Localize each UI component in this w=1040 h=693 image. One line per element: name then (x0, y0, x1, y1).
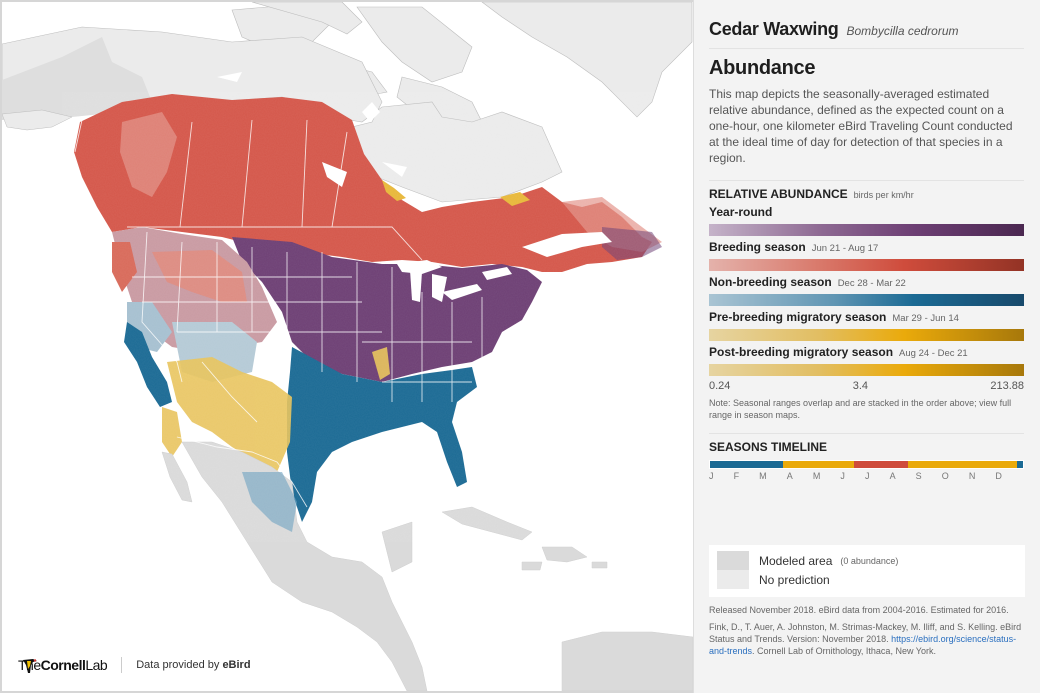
non-breeding-color-ramp (709, 294, 1024, 306)
timeline-month-label: N (968, 471, 976, 481)
species-title: Cedar Waxwing Bombycilla cedrorum (709, 0, 1024, 49)
season-non-breeding: Non-breeding season Dec 28 - Mar 22 (709, 275, 1024, 306)
season-dates: Mar 29 - Jun 14 (892, 313, 959, 324)
timeline-segment (1016, 461, 1023, 468)
season-name: Breeding season (709, 240, 806, 254)
timeline-month-label: O (941, 471, 949, 481)
overlap-note: Note: Seasonal ranges overlap and are st… (709, 397, 1024, 434)
legend-label: No prediction (759, 572, 830, 587)
season-name: Year-round (709, 205, 773, 219)
abundance-map[interactable]: TheCornellLab Data provided by eBird (2, 2, 693, 691)
ebird-credit[interactable]: Data provided by eBird (136, 659, 251, 671)
season-pre-breeding: Pre-breeding migratory season Mar 29 - J… (709, 310, 1024, 341)
timeline-month-label: J (864, 471, 870, 481)
timeline-month-label: J (709, 471, 714, 481)
season-post-breeding: Post-breeding migratory season Aug 24 - … (709, 345, 1024, 376)
seasons-timeline-title: SEASONS TIMELINE (709, 440, 828, 454)
pre-breeding-color-ramp (709, 329, 1024, 341)
texture-overlay (62, 92, 672, 542)
legend-no-prediction: No prediction (717, 570, 1017, 589)
timeline-month-label: M (812, 471, 821, 481)
timeline-segment (710, 461, 783, 468)
relative-abundance-unit: birds per km/hr (853, 190, 914, 200)
season-dates: Aug 24 - Dec 21 (899, 348, 968, 359)
season-dates: Dec 28 - Mar 22 (837, 278, 906, 289)
timeline-month-label: S (915, 471, 922, 481)
scale-min: 0.24 (709, 380, 731, 392)
legend-modeled-area: Modeled area (0 abundance) (717, 551, 1017, 570)
timeline-segment (853, 461, 909, 468)
scale-mid: 3.4 (852, 380, 869, 392)
timeline-month-label: A (786, 471, 793, 481)
season-year-round: Year-round (709, 205, 1024, 236)
scientific-name: Bombycilla cedrorum (846, 24, 959, 38)
common-name: Cedar Waxwing (709, 19, 839, 39)
citation: Fink, D., T. Auer, A. Johnston, M. Strim… (709, 622, 1022, 656)
footer-logos: TheCornellLab Data provided by eBird (18, 657, 251, 673)
legend-label: Modeled area (759, 553, 833, 568)
cornell-lab-logo[interactable]: TheCornellLab (18, 657, 108, 673)
release-info: Released November 2018. eBird data from … (709, 605, 1009, 615)
timeline-month-label: D (995, 471, 1002, 481)
woodpecker-icon (23, 659, 37, 673)
relative-abundance-header: RELATIVE ABUNDANCE birds per km/hr (709, 187, 1024, 201)
abundance-scale: 0.24 3.4 213.88 (709, 380, 1024, 392)
post-breeding-color-ramp (709, 364, 1024, 376)
timeline-month-label: M (759, 471, 767, 481)
year-round-color-ramp (709, 224, 1024, 236)
modeled-area-swatch (717, 551, 749, 570)
timeline-month-label: A (889, 471, 896, 481)
timeline-segment (908, 461, 1017, 468)
season-name: Post-breeding migratory season (709, 345, 894, 359)
timeline-month-label: J (840, 471, 845, 481)
season-dates: Jun 21 - Aug 17 (811, 243, 879, 254)
credits: Released November 2018. eBird data from … (709, 604, 1029, 657)
status-trends-link[interactable]: https://ebird.org/science/status-and-tre… (709, 634, 1017, 656)
season-name: Non-breeding season (709, 275, 832, 289)
timeline-segment (782, 461, 854, 468)
info-panel: Cedar Waxwing Bombycilla cedrorum Abunda… (693, 0, 1040, 693)
no-prediction-swatch (717, 570, 749, 589)
map-canvas (2, 2, 693, 691)
relative-abundance-title: RELATIVE ABUNDANCE (709, 187, 848, 201)
season-name: Pre-breeding migratory season (709, 310, 887, 324)
legend-sublabel: (0 abundance) (840, 555, 899, 566)
season-breeding: Breeding season Jun 21 - Aug 17 (709, 240, 1024, 271)
breeding-color-ramp (709, 259, 1024, 271)
section-description: This map depicts the seasonally-averaged… (709, 86, 1024, 181)
section-title: Abundance (709, 57, 816, 79)
scale-max: 213.88 (990, 380, 1024, 392)
timeline-month-label: F (733, 471, 740, 481)
map-legend: Modeled area (0 abundance) No prediction (709, 545, 1025, 597)
seasons-timeline-bar (709, 460, 1024, 469)
logo-divider (121, 657, 123, 673)
